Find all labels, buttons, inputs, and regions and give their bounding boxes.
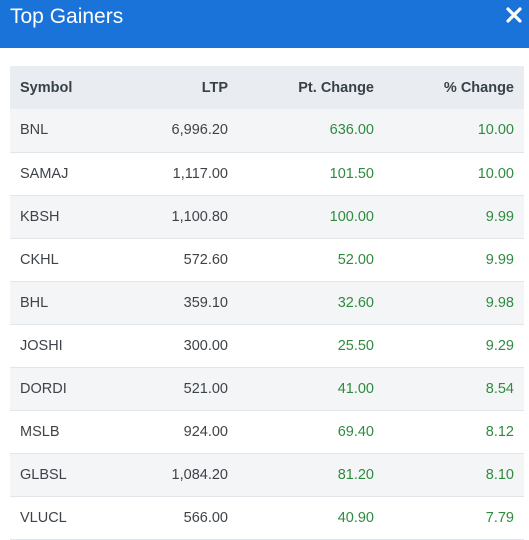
table-row[interactable]: JOSHI 300.00 25.50 9.29 <box>10 324 524 367</box>
cell-symbol[interactable]: DORDI <box>20 380 67 397</box>
cell-pct-change: 10.00 <box>477 122 514 139</box>
cell-ltp: 572.60 <box>183 251 228 268</box>
cell-pct-change: 10.00 <box>477 165 514 182</box>
cell-pt-change: 25.50 <box>337 337 374 354</box>
cell-pt-change: 100.00 <box>329 208 374 225</box>
cell-pt-change: 69.40 <box>337 423 374 440</box>
table-row[interactable]: GLBSL 1,084.20 81.20 8.10 <box>10 453 524 496</box>
col-header-ltp[interactable]: LTP <box>201 79 228 96</box>
table-row[interactable]: KBSH 1,100.80 100.00 9.99 <box>10 195 524 238</box>
cell-pt-change: 81.20 <box>337 466 374 483</box>
cell-pt-change: 101.50 <box>329 165 374 182</box>
cell-ltp: 1,117.00 <box>172 165 228 182</box>
cell-ltp: 521.00 <box>183 380 228 397</box>
col-header-pt-change[interactable]: Pt. Change <box>298 79 374 96</box>
cell-symbol[interactable]: SAMAJ <box>20 165 69 182</box>
cell-symbol[interactable]: MSLB <box>20 423 60 440</box>
cell-pt-change: 41.00 <box>337 380 374 397</box>
cell-ltp: 6,996.20 <box>171 122 228 139</box>
cell-pct-change: 8.54 <box>485 380 514 397</box>
table-row[interactable]: VLUCL 566.00 40.90 7.79 <box>10 496 524 539</box>
cell-pct-change: 8.12 <box>485 423 514 440</box>
cell-pct-change: 8.10 <box>485 466 514 483</box>
cell-pt-change: 636.00 <box>329 122 374 139</box>
table-row[interactable]: MSLB 924.00 69.40 8.12 <box>10 410 524 453</box>
cell-symbol[interactable]: KBSH <box>20 208 60 225</box>
table-row[interactable]: BHL 359.10 32.60 9.98 <box>10 281 524 324</box>
cell-ltp: 566.00 <box>183 509 228 526</box>
cell-symbol[interactable]: JOSHI <box>20 337 63 354</box>
cell-symbol[interactable]: BHL <box>20 294 49 311</box>
cell-ltp: 1,084.20 <box>171 466 228 483</box>
cell-pt-change: 52.00 <box>337 251 374 268</box>
cell-symbol[interactable]: BNL <box>20 122 49 139</box>
close-icon[interactable] <box>505 6 523 24</box>
cell-ltp: 1,100.80 <box>171 208 228 225</box>
table-row[interactable]: DORDI 521.00 41.00 8.54 <box>10 367 524 410</box>
cell-pct-change: 9.99 <box>485 208 514 225</box>
col-header-pct-change[interactable]: % Change <box>443 79 514 96</box>
cell-ltp: 924.00 <box>183 423 228 440</box>
table-row[interactable]: SAMAJ 1,117.00 101.50 10.00 <box>10 152 524 195</box>
cell-pct-change: 9.98 <box>485 294 514 311</box>
cell-symbol[interactable]: CKHL <box>20 251 59 268</box>
cell-ltp: 359.10 <box>183 294 228 311</box>
table-row[interactable]: BNL 6,996.20 636.00 10.00 <box>10 109 524 152</box>
cell-symbol[interactable]: GLBSL <box>20 466 67 483</box>
col-header-symbol[interactable]: Symbol <box>20 79 73 96</box>
cell-ltp: 300.00 <box>183 337 228 354</box>
top-gainers-table-container: Symbol LTP Pt. Change % Change BNL 6,996.… <box>10 66 524 540</box>
modal-title: Top Gainers <box>10 5 124 28</box>
cell-pct-change: 9.29 <box>485 337 514 354</box>
table-row[interactable]: CKHL 572.60 52.00 9.99 <box>10 238 524 281</box>
table-header-row: Symbol LTP Pt. Change % Change <box>10 66 524 109</box>
cell-pct-change: 9.99 <box>485 251 514 268</box>
cell-pct-change: 7.79 <box>485 509 514 526</box>
modal-header: Top Gainers <box>0 0 529 48</box>
cell-pt-change: 32.60 <box>337 294 374 311</box>
cell-symbol[interactable]: VLUCL <box>20 509 67 526</box>
cell-pt-change: 40.90 <box>337 509 374 526</box>
top-gainers-table: Symbol LTP Pt. Change % Change BNL 6,996.… <box>10 66 524 540</box>
